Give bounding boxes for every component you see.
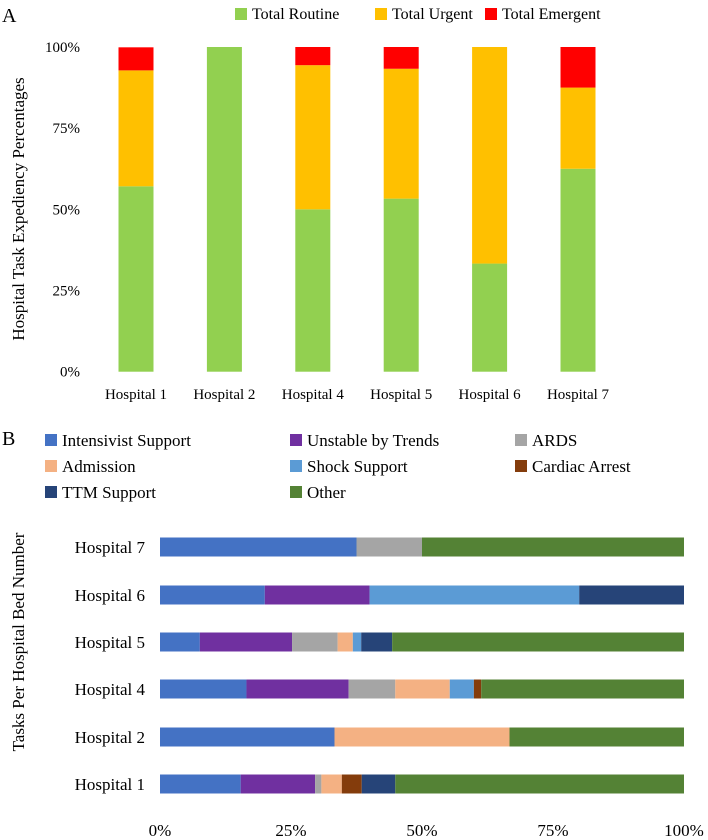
y-axis-title-a: Hospital Task Expediency Percentages [9, 77, 28, 340]
y-tick-label: 100% [45, 40, 80, 56]
x-tick-label: 100% [664, 821, 704, 840]
legend-label: Total Urgent [392, 6, 473, 23]
x-tick-label: 75% [537, 821, 568, 840]
legend-label: Shock Support [307, 457, 408, 476]
bar-segment-unstable-by-trends [240, 774, 316, 794]
legend-swatch [290, 434, 302, 446]
legend-swatch [515, 460, 527, 472]
legend-swatch [290, 486, 302, 498]
legend-label: Cardiac Arrest [532, 457, 631, 476]
bar-segment-other [392, 632, 684, 652]
bar-segment-ards [348, 679, 396, 699]
y-tick-label: Hospital 2 [75, 728, 145, 747]
bar-segment-other [509, 727, 684, 747]
panel-label-b: B [2, 428, 15, 450]
bar-segment-total-urgent [383, 68, 419, 199]
x-tick-label: Hospital 2 [193, 387, 255, 403]
bar-segment-total-emergent [383, 47, 419, 69]
legend-swatch [45, 434, 57, 446]
bar-segment-total-routine [560, 168, 596, 372]
bar-segment-ards [315, 774, 322, 794]
bar-segment-ttm-support [361, 774, 396, 794]
bar-segment-admission [395, 679, 450, 699]
bar-segment-unstable-by-trends [246, 679, 349, 699]
bar-segment-unstable-by-trends [199, 632, 293, 652]
bar-segment-unstable-by-trends [264, 585, 370, 605]
y-tick-label: Hospital 5 [75, 633, 145, 652]
legend-swatch [290, 460, 302, 472]
legend-label: TTM Support [62, 483, 156, 502]
bar-segment-intensivist-support [160, 632, 200, 652]
bar-segment-ttm-support [579, 585, 684, 605]
y-tick-label: 50% [53, 202, 81, 218]
legend-swatch [45, 486, 57, 498]
y-tick-label: Hospital 6 [75, 586, 145, 605]
bar-segment-total-routine [472, 263, 508, 372]
bar-segment-intensivist-support [160, 774, 241, 794]
y-tick-label: 75% [53, 121, 81, 137]
panel-label-a: A [2, 5, 17, 27]
legend-label: Other [307, 483, 346, 502]
bar-segment-total-urgent [118, 70, 154, 187]
legend-label: ARDS [532, 431, 577, 450]
bar-segment-ttm-support [361, 632, 393, 652]
bar-segment-total-urgent [472, 47, 508, 264]
bar-segment-admission [334, 727, 510, 747]
x-tick-label: 50% [406, 821, 437, 840]
bar-segment-intensivist-support [160, 537, 357, 557]
bar-segment-total-urgent [295, 65, 331, 210]
bar-segment-cardiac-arrest [473, 679, 482, 699]
bar-segment-admission [321, 774, 342, 794]
legend-label: Total Routine [252, 6, 339, 23]
bar-segment-other [481, 679, 684, 699]
legend-label: Unstable by Trends [307, 431, 439, 450]
y-tick-label: Hospital 1 [75, 775, 145, 794]
x-tick-label: 25% [275, 821, 306, 840]
x-tick-label: Hospital 4 [282, 387, 345, 403]
bar-segment-other [422, 537, 684, 557]
x-tick-label: Hospital 5 [370, 387, 432, 403]
legend-swatch [45, 460, 57, 472]
legend-swatch [485, 8, 497, 20]
legend-label: Total Emergent [502, 6, 601, 23]
bar-segment-cardiac-arrest [341, 774, 362, 794]
bar-segment-total-routine [383, 198, 419, 372]
bar-segment-shock-support [449, 679, 474, 699]
legend-swatch [515, 434, 527, 446]
bar-segment-intensivist-support [160, 679, 247, 699]
bar-segment-total-emergent [560, 47, 596, 88]
x-tick-label: 0% [149, 821, 172, 840]
y-tick-label: Hospital 4 [75, 680, 146, 699]
bar-segment-shock-support [369, 585, 580, 605]
legend-swatch [235, 8, 247, 20]
x-tick-label: Hospital 1 [105, 387, 167, 403]
bar-segment-total-routine [206, 47, 242, 372]
bar-segment-total-emergent [118, 47, 154, 71]
x-tick-label: Hospital 6 [459, 387, 522, 403]
x-tick-label: Hospital 7 [547, 387, 610, 403]
chart-b: Hospital 1 Hospital 2 Hospital 4 Hospital 5… [45, 431, 704, 840]
bar-segment-ards [292, 632, 338, 652]
chart-a: 0% 25% 50% 75% 100% Hospital 1 Hospital 2 Hospi… [45, 6, 610, 403]
y-tick-label: 25% [53, 284, 81, 300]
y-tick-label: Hospital 7 [75, 538, 146, 557]
bar-segment-total-routine [295, 209, 331, 372]
y-tick-label: 0% [60, 365, 80, 381]
legend-label: Intensivist Support [62, 431, 191, 450]
bar-segment-total-urgent [560, 87, 596, 169]
legend-label: Admission [62, 457, 136, 476]
bar-segment-intensivist-support [160, 585, 265, 605]
bar-segment-shock-support [352, 632, 362, 652]
bar-segment-other [395, 774, 684, 794]
bar-segment-total-emergent [295, 47, 331, 66]
legend-swatch [375, 8, 387, 20]
bar-segment-ards [356, 537, 422, 557]
bar-segment-total-routine [118, 186, 154, 372]
bar-segment-intensivist-support [160, 727, 335, 747]
y-axis-title-b: Tasks Per Hospital Bed Number [9, 532, 28, 751]
bar-segment-admission [337, 632, 353, 652]
